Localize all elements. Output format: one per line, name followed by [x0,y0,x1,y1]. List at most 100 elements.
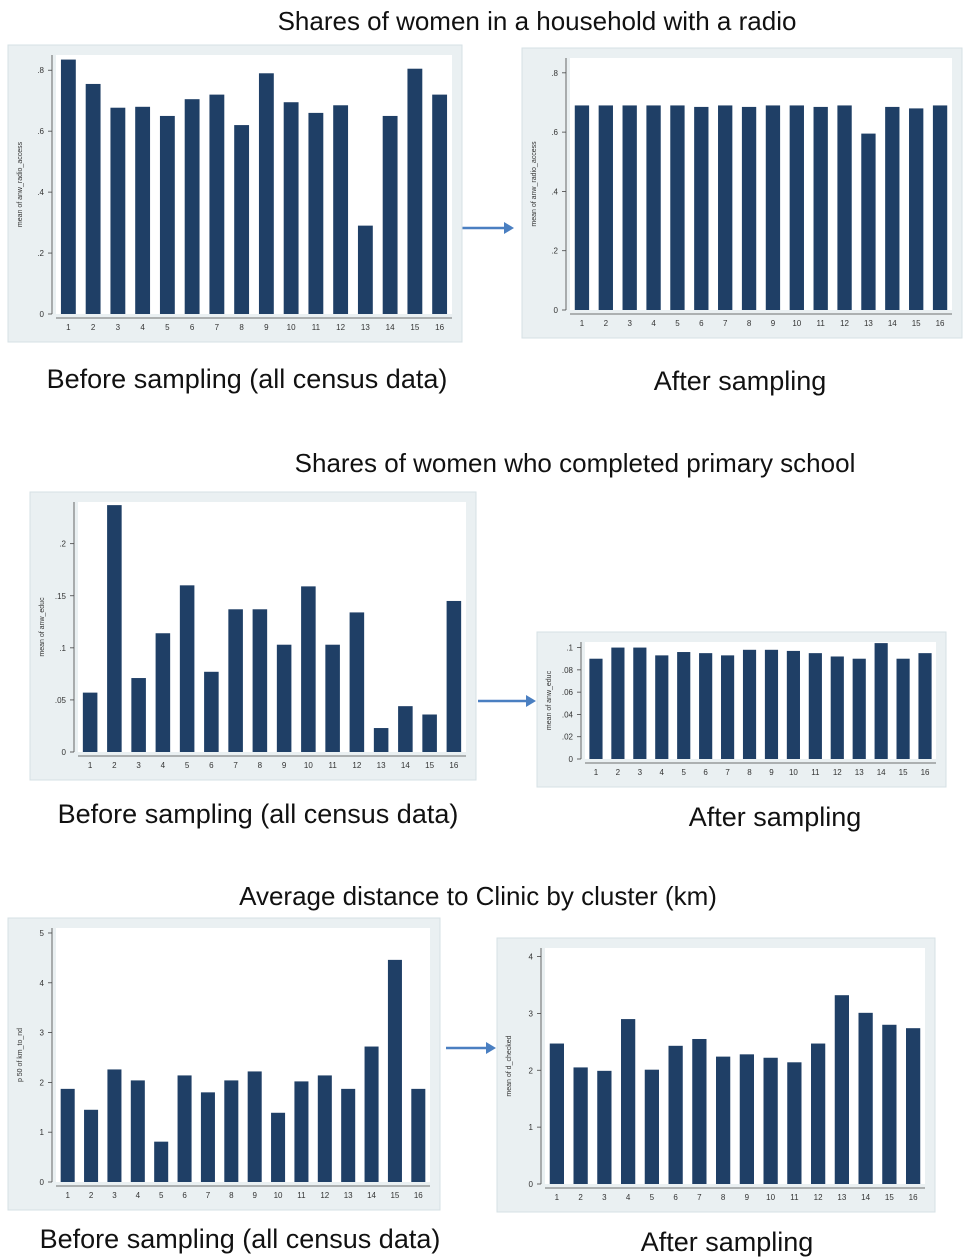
x-tick-label: 3 [638,768,643,777]
x-tick-label: 15 [899,768,908,777]
bar [224,1080,239,1182]
y-tick-label: .1 [59,644,66,653]
bar [422,714,437,752]
x-tick-label: 8 [747,319,752,328]
x-tick-label: 1 [580,319,585,328]
bar [611,647,625,759]
y-tick-label: 0 [529,1180,534,1189]
x-tick-label: 8 [239,323,244,332]
bar [763,1057,778,1184]
y-tick-label: 0 [62,748,67,757]
bar [446,600,462,752]
bar [655,655,669,759]
bar [341,1088,356,1182]
bar [247,1071,262,1182]
x-tick-label: 16 [921,768,930,777]
bar [110,107,126,315]
x-tick-label: 2 [616,768,621,777]
bar [694,106,709,310]
bar [741,106,757,310]
bar [861,133,876,310]
x-tick-label: 15 [425,761,434,770]
x-tick-label: 2 [89,1191,94,1200]
bar [258,73,274,315]
y-tick-label: 0 [40,310,45,319]
bar [834,995,849,1184]
bar [598,105,613,310]
x-tick-label: 15 [410,323,419,332]
y-tick-label: 4 [529,953,534,962]
x-tick-label: 10 [274,1191,283,1200]
x-tick-label: 1 [65,1191,70,1200]
x-tick-label: 15 [390,1191,399,1200]
bar [830,656,844,759]
bar [882,1024,897,1184]
bar [718,105,733,310]
x-tick-label: 6 [703,768,708,777]
bar [177,1075,192,1182]
x-tick-label: 7 [206,1191,211,1200]
bar [130,1080,145,1182]
x-tick-label: 12 [352,761,361,770]
bar [82,692,98,752]
y-tick-label: .02 [562,733,574,742]
x-tick-label: 9 [282,761,287,770]
y-axis-label: mean of anw_educ [39,597,46,657]
x-tick-label: 8 [721,1193,726,1202]
bar [301,586,316,752]
x-tick-label: 4 [161,761,166,770]
x-tick-label: 14 [877,768,886,777]
x-tick-label: 5 [159,1191,164,1200]
bar [597,1070,612,1184]
bar [154,1141,169,1182]
y-tick-label: .2 [59,540,66,549]
x-tick-label: 2 [578,1193,583,1202]
bar [84,1109,99,1182]
bar [852,658,866,759]
x-tick-label: 15 [912,319,921,328]
bar [308,112,324,314]
y-axis-label: mean of anw_radio_access [531,141,538,227]
bar [159,115,175,314]
y-axis-label: p 50 of km_to_nd [17,1028,24,1082]
x-tick-label: 12 [320,1191,329,1200]
x-tick-label: 14 [367,1191,376,1200]
x-tick-label: 13 [344,1191,353,1200]
x-tick-label: 13 [855,768,864,777]
bar [739,1054,754,1184]
arrow-head [526,695,536,707]
bar [252,609,268,752]
y-tick-label: .8 [551,69,558,78]
arrows [446,222,536,1054]
x-tick-label: 13 [361,323,370,332]
bar [411,1088,426,1182]
bar [896,658,910,759]
bar [209,94,225,315]
x-tick-label: 7 [723,319,728,328]
x-tick-label: 15 [885,1193,894,1202]
section-title: Shares of women who completed primary sc… [295,448,856,478]
y-tick-label: .05 [55,696,67,705]
bar [813,106,828,310]
x-tick-label: 1 [555,1193,560,1202]
bar [325,644,340,752]
bar [200,1092,215,1182]
x-tick-label: 11 [817,319,826,328]
bar [85,83,101,315]
y-tick-label: 4 [40,979,45,988]
bar [811,1043,826,1184]
y-tick-label: 1 [40,1128,45,1137]
y-tick-label: .4 [37,188,44,197]
bar [179,585,195,752]
x-tick-label: 10 [789,768,798,777]
y-tick-label: 0 [40,1178,45,1187]
x-tick-label: 16 [936,319,945,328]
bar [621,1019,636,1184]
bar [432,94,448,315]
x-tick-label: 2 [112,761,117,770]
y-tick-label: 3 [40,1029,45,1038]
x-tick-label: 1 [88,761,93,770]
